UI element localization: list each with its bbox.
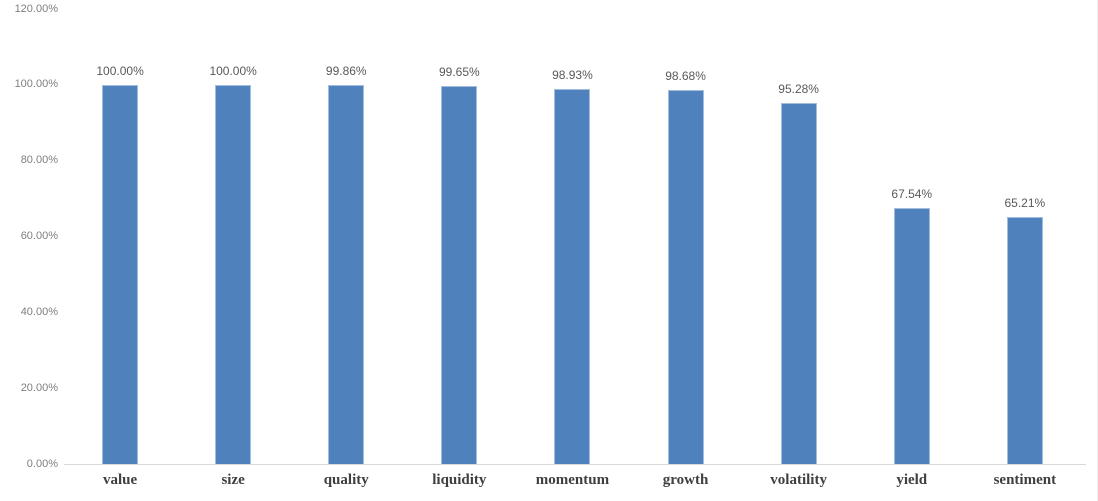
y-axis-tick-label: 20.00% [20,381,58,394]
bar-quality [328,85,365,464]
bar-liquidity [441,86,478,464]
data-label-momentum: 98.93% [552,67,593,82]
y-axis-tick-label: 60.00% [20,230,58,242]
bar-sentiment [1006,216,1043,464]
category-label-quality: quality [323,472,369,488]
bar-volatility [780,102,817,464]
data-label-value: 100.00% [96,63,144,78]
y-axis-tick-label: 120.00% [14,2,58,15]
bar-yield [893,207,930,464]
category-label-size: size [221,472,245,488]
bar-momentum [554,88,591,464]
category-label-growth: growth [662,472,709,488]
x-axis-line [64,464,1086,465]
data-label-quality: 99.86% [325,64,367,79]
data-label-liquidity: 99.65% [438,65,480,80]
data-label-sentiment: 65.21% [1004,195,1046,210]
category-label-yield: yield [896,472,928,488]
y-axis-tick-label: 0.00% [26,457,58,470]
y-axis-tick-label: 100.00% [14,78,58,91]
category-label-momentum: momentum [535,472,610,488]
category-label-value: value [102,472,138,488]
category-label-volatility: volatility [770,472,827,488]
data-label-yield: 67.54% [891,186,933,201]
data-label-growth: 98.68% [665,68,706,83]
bar-value [102,84,139,464]
data-label-volatility: 95.28% [778,81,819,96]
bar-size [215,84,252,464]
bar-growth [667,89,704,464]
category-label-liquidity: liquidity [432,472,487,488]
y-axis-tick-label: 40.00% [20,305,58,318]
y-axis-tick-label: 80.00% [20,154,58,167]
category-label-sentiment: sentiment [993,472,1057,488]
data-label-size: 100.00% [209,63,257,78]
